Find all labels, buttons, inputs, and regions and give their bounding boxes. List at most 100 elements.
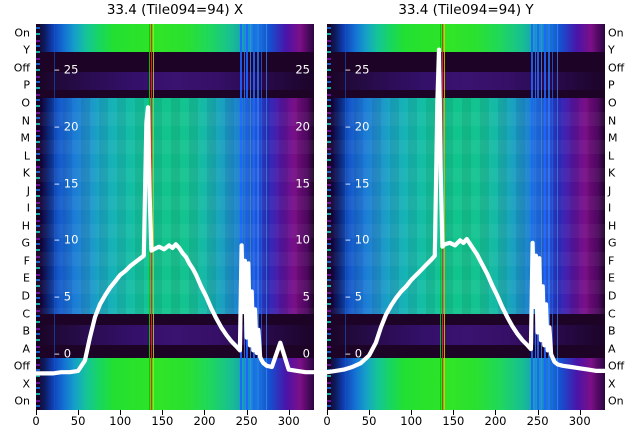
heatmap-marker-line-2 (152, 24, 155, 410)
category-tick-left-16: C (22, 307, 30, 320)
category-tick-left-8: K (22, 166, 30, 180)
edge-colour-stripe (36, 24, 40, 410)
heatmap-marker-line-8 (257, 24, 259, 410)
category-tick-right-9: J (608, 184, 612, 198)
heatmap-band-0 (36, 24, 314, 52)
heatmap-marker-line-11 (53, 24, 55, 410)
category-tick-right-21: On (608, 394, 624, 408)
x-tick-label-left-0: 0 (32, 414, 40, 428)
category-tick-right-7: L (608, 149, 615, 163)
heatmap-marker-line-4 (534, 24, 537, 410)
heatmap-band-5 (36, 314, 314, 326)
heatmap-marker-line-9 (261, 24, 263, 410)
category-tick-left-0: On (14, 26, 30, 40)
x-tick-mark-left-200 (204, 410, 206, 415)
x-tick-label-left-150: 150 (151, 414, 174, 428)
heatmap-marker-line-8 (548, 24, 550, 410)
power-trace-y (327, 47, 605, 375)
x-tick-mark-left-150 (162, 410, 164, 415)
category-axis-left: On Y Off P O N M L K J I H G F E D C B A Off X On (0, 24, 34, 410)
x-tick-mark-right-200 (495, 410, 497, 415)
x-tick-label-left-100: 100 (109, 414, 132, 428)
category-tick-left-19: Off (13, 359, 30, 373)
category-tick-right-8: K (608, 166, 616, 180)
x-tick-mark-left-0 (36, 410, 37, 415)
x-tick-mark-right-50 (369, 410, 371, 415)
heatmap-marker-line-5 (246, 24, 249, 410)
x-axis-right: 0 50 100 150 200 250 300 (323, 410, 605, 440)
category-tick-left-18: A (22, 342, 30, 356)
heatmap-band-3 (36, 89, 314, 99)
category-axis-right: On Y Off P O N M L K J I H G F E D C B A Off X On (604, 24, 638, 410)
x-tick-mark-left-250 (246, 410, 248, 415)
heatmap-texture (36, 98, 314, 315)
x-tick-mark-left-50 (78, 410, 80, 415)
x-tick-mark-right-250 (537, 410, 539, 415)
heatmap-marker-line-7 (544, 24, 546, 410)
category-tick-right-17: B (608, 324, 616, 338)
category-tick-left-21: On (14, 394, 30, 408)
heatmap-marker-line-3 (531, 24, 533, 410)
edge-colour-stripe (327, 24, 331, 410)
heatmap-marker-line-6 (250, 24, 252, 410)
waterfall-panel-x[interactable]: –25 25–20 20–15 15–10 10–5 5–0 0 (36, 24, 314, 410)
heatmap-marker-line-10 (265, 24, 267, 410)
waterfall-panel-y[interactable]: –25–20–15–10–5–0 (327, 24, 605, 410)
category-tick-left-11: H (21, 219, 30, 233)
x-tick-label-left-250: 250 (235, 414, 258, 428)
x-tick-label-right-250: 250 (526, 414, 549, 428)
heatmap-band-3 (327, 89, 605, 99)
x-tick-label-right-150: 150 (442, 414, 465, 428)
category-tick-right-4: O (608, 96, 617, 110)
category-tick-left-1: Y (23, 43, 30, 57)
category-tick-left-14: E (23, 271, 30, 285)
category-tick-right-11: H (608, 219, 617, 233)
heatmap-band-0 (327, 24, 605, 52)
category-tick-left-7: L (23, 149, 30, 163)
x-tick-mark-right-0 (327, 410, 328, 415)
category-tick-left-5: N (21, 114, 30, 127)
category-tick-right-6: M (608, 131, 618, 145)
panel-title-right: 33.4 (Tile094=94) Y (398, 2, 534, 18)
x-tick-label-right-50: 50 (361, 414, 377, 428)
category-tick-right-12: G (608, 236, 617, 250)
heatmap-marker-line-5 (537, 24, 540, 410)
category-tick-left-6: M (20, 131, 31, 145)
category-tick-right-10: I (608, 201, 612, 215)
x-axis-left: 0 50 100 150 200 250 300 (32, 410, 314, 440)
x-tick-label-right-100: 100 (400, 414, 423, 428)
panel-title-left: 33.4 (Tile094=94) X (106, 2, 244, 18)
heatmap-marker-line-9 (552, 24, 554, 410)
heatmap-marker-line-6 (541, 24, 543, 410)
category-tick-right-16: C (608, 307, 616, 320)
heatmap-marker-line-7 (253, 24, 255, 410)
heatmap-marker-line-11 (344, 24, 346, 410)
heatmap-band-4 (36, 98, 314, 315)
heatmap-marker-line-2 (443, 24, 446, 410)
category-tick-right-15: D (608, 289, 617, 303)
heatmap-band-5 (327, 314, 605, 326)
heatmap-marker-line-4 (243, 24, 246, 410)
x-tick-mark-left-300 (288, 410, 290, 415)
category-tick-right-0: On (608, 26, 624, 40)
category-tick-right-13: F (608, 254, 615, 268)
category-tick-left-15: D (21, 289, 30, 303)
power-trace-x (36, 105, 314, 376)
x-tick-label-left-200: 200 (193, 414, 216, 428)
x-tick-mark-left-100 (120, 410, 122, 415)
category-tick-right-18: A (608, 342, 616, 356)
heatmap-marker-line-3 (240, 24, 242, 410)
category-tick-right-3: P (608, 78, 615, 92)
category-tick-left-12: G (21, 236, 30, 250)
category-tick-right-5: N (608, 114, 617, 127)
category-tick-right-20: X (608, 377, 616, 391)
category-tick-left-4: O (21, 96, 30, 110)
heatmap-texture (327, 98, 605, 315)
x-tick-label-left-50: 50 (70, 414, 86, 428)
category-tick-left-9: J (26, 184, 30, 198)
category-tick-left-17: B (22, 324, 30, 338)
x-tick-mark-right-150 (453, 410, 455, 415)
heatmap-band-4 (327, 98, 605, 315)
category-tick-right-1: Y (608, 43, 615, 57)
